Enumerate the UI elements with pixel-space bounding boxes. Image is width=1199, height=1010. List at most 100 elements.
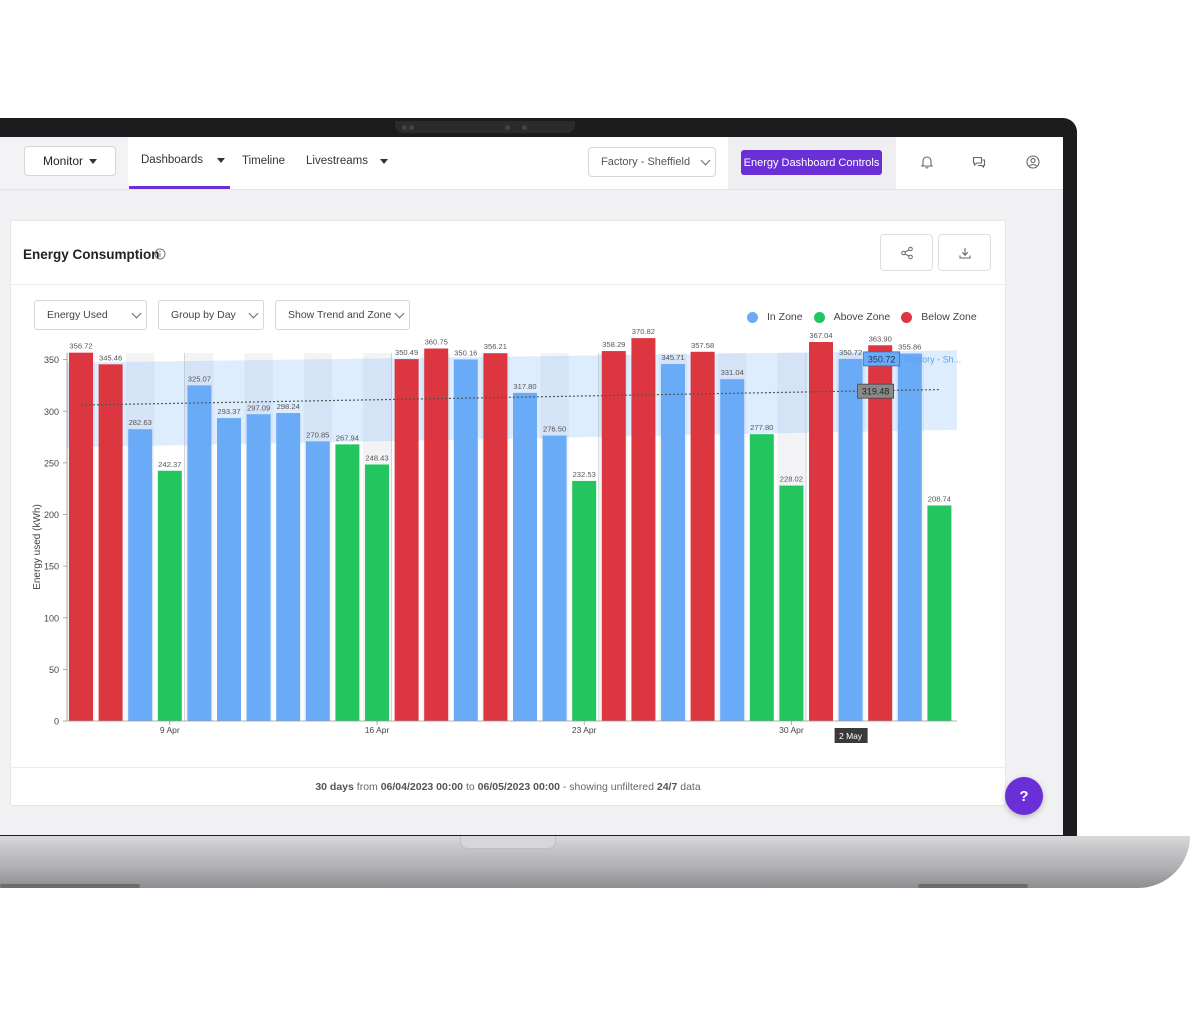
bar-value-label: 350.49 (395, 348, 418, 357)
hover-trend-tag (857, 383, 894, 399)
user-icon[interactable] (1026, 155, 1040, 169)
y-tick-label: 300 (44, 407, 59, 417)
x-tick-label: 23 Apr (572, 725, 597, 735)
bar-value-label: 355.86 (898, 343, 921, 352)
bar-value-label: 356.21 (484, 342, 507, 351)
bar (631, 338, 656, 721)
chat-icon[interactable] (972, 155, 986, 169)
bar (513, 392, 537, 721)
metric-select[interactable]: Energy Used (34, 300, 147, 330)
display-mode-select-value: Show Trend and Zone (288, 309, 392, 321)
bar-value-label: 345.46 (99, 353, 122, 362)
site-select[interactable]: Factory - Sheffield (588, 147, 716, 177)
bar-value-label: 208.74 (928, 494, 951, 503)
bar (601, 351, 626, 721)
info-icon[interactable] (154, 248, 166, 260)
date-range-summary: 30 days from 06/04/2023 00:00 to 06/05/2… (11, 781, 1005, 793)
hover-value-label: 350.72 (868, 354, 896, 364)
bar (424, 348, 449, 721)
help-button[interactable]: ? (1005, 777, 1043, 815)
bar-value-label: 325.07 (188, 374, 211, 383)
bar (276, 413, 301, 721)
monitor-dropdown[interactable]: Monitor (24, 146, 116, 176)
monitor-label: Monitor (43, 154, 84, 168)
summary-from: from (356, 781, 378, 793)
bar-value-label: 293.37 (217, 407, 240, 416)
bar (868, 345, 893, 721)
x-tick-label: 9 Apr (160, 725, 180, 735)
bar (128, 429, 153, 721)
legend-dot (747, 311, 758, 323)
caret-down-icon (380, 158, 388, 164)
bar (305, 441, 330, 721)
hover-date-tag (834, 728, 868, 743)
energy-bar-chart: 0 50 100 150 200 250 300 350 Energy used (kWh) 35… (32, 327, 962, 743)
bar (335, 444, 360, 721)
controls-button-label: Energy Dashboard Controls (743, 156, 880, 169)
tab-livestreams[interactable]: Livestreams (306, 155, 388, 167)
laptop-foot (0, 884, 140, 888)
download-button[interactable] (938, 234, 991, 271)
bar-value-label: 297.09 (247, 403, 270, 412)
hover-series-label: Factory - Sh... (905, 354, 962, 364)
bar-value-label: 350.72 (839, 348, 862, 357)
help-button-label: ? (1019, 787, 1029, 805)
bar (572, 480, 597, 721)
legend-item-below-zone[interactable]: Below Zone (901, 311, 977, 323)
site-select-value: Factory - Sheffield (601, 156, 691, 168)
bar (661, 364, 685, 721)
tab-timeline[interactable]: Timeline (242, 155, 285, 167)
bar (217, 418, 241, 721)
y-tick-label: 0 (54, 717, 59, 727)
hover-value-tag (863, 351, 900, 367)
top-navigation-bar: Monitor Dashboards Timeline Livestreams … (0, 137, 1063, 190)
hover-date-label: 2 May (839, 731, 863, 741)
y-tick-label: 50 (49, 665, 59, 675)
caret-down-icon (217, 157, 226, 163)
summary-days: 30 days (315, 781, 354, 793)
summary-start-date: 06/04/2023 00:00 (380, 781, 464, 793)
summary-scope: 24/7 (656, 781, 678, 793)
legend-dot (901, 311, 913, 323)
summary-tail: data (680, 781, 701, 793)
grouping-select[interactable]: Group by Day (158, 300, 264, 330)
camera-sensor-icon (522, 125, 527, 130)
legend-label: In Zone (767, 311, 803, 323)
bar (690, 351, 715, 721)
bar-value-label: 363.90 (869, 334, 892, 343)
camera-notch (395, 121, 575, 133)
bar-value-label: 282.63 (129, 418, 152, 427)
y-axis-label: Energy used (kWh) (32, 504, 43, 590)
summary-end-date: 06/05/2023 00:00 (477, 781, 560, 793)
bar-value-label: 370.82 (632, 327, 655, 336)
card-divider (11, 284, 1005, 285)
bar-value-label: 357.58 (691, 341, 714, 350)
bar (542, 435, 567, 721)
bar-value-label: 248.43 (365, 453, 388, 462)
display-mode-select[interactable]: Show Trend and Zone (275, 300, 410, 330)
tab-dashboards[interactable]: Dashboards (141, 154, 226, 166)
tab-timeline-label: Timeline (242, 155, 286, 167)
bar-value-label: 277.80 (750, 423, 773, 432)
bar-value-label: 276.50 (543, 425, 566, 434)
grouping-select-value: Group by Day (171, 309, 236, 321)
bar (69, 352, 93, 721)
bar-value-label: 345.71 (661, 353, 684, 362)
bar (453, 359, 478, 721)
bar-value-label: 298.24 (277, 402, 300, 411)
caret-down-icon (89, 158, 97, 164)
share-button[interactable] (880, 234, 933, 271)
summary-to: to (465, 781, 475, 793)
laptop-base (0, 836, 1190, 888)
legend-dot (813, 311, 825, 323)
share-icon (900, 246, 913, 259)
legend-item-above-zone[interactable]: Above Zone (813, 311, 890, 323)
bell-icon[interactable] (920, 155, 934, 169)
legend-item-in-zone[interactable]: In Zone (747, 311, 803, 323)
energy-dashboard-controls-button[interactable]: Energy Dashboard Controls (741, 150, 882, 175)
energy-consumption-card: Energy Consumption Energy Used (10, 220, 1006, 806)
y-tick-label: 150 (44, 562, 59, 572)
hover-trend-label: 319.48 (862, 387, 890, 397)
bar (365, 464, 389, 721)
x-tick-label: 30 Apr (779, 725, 804, 735)
